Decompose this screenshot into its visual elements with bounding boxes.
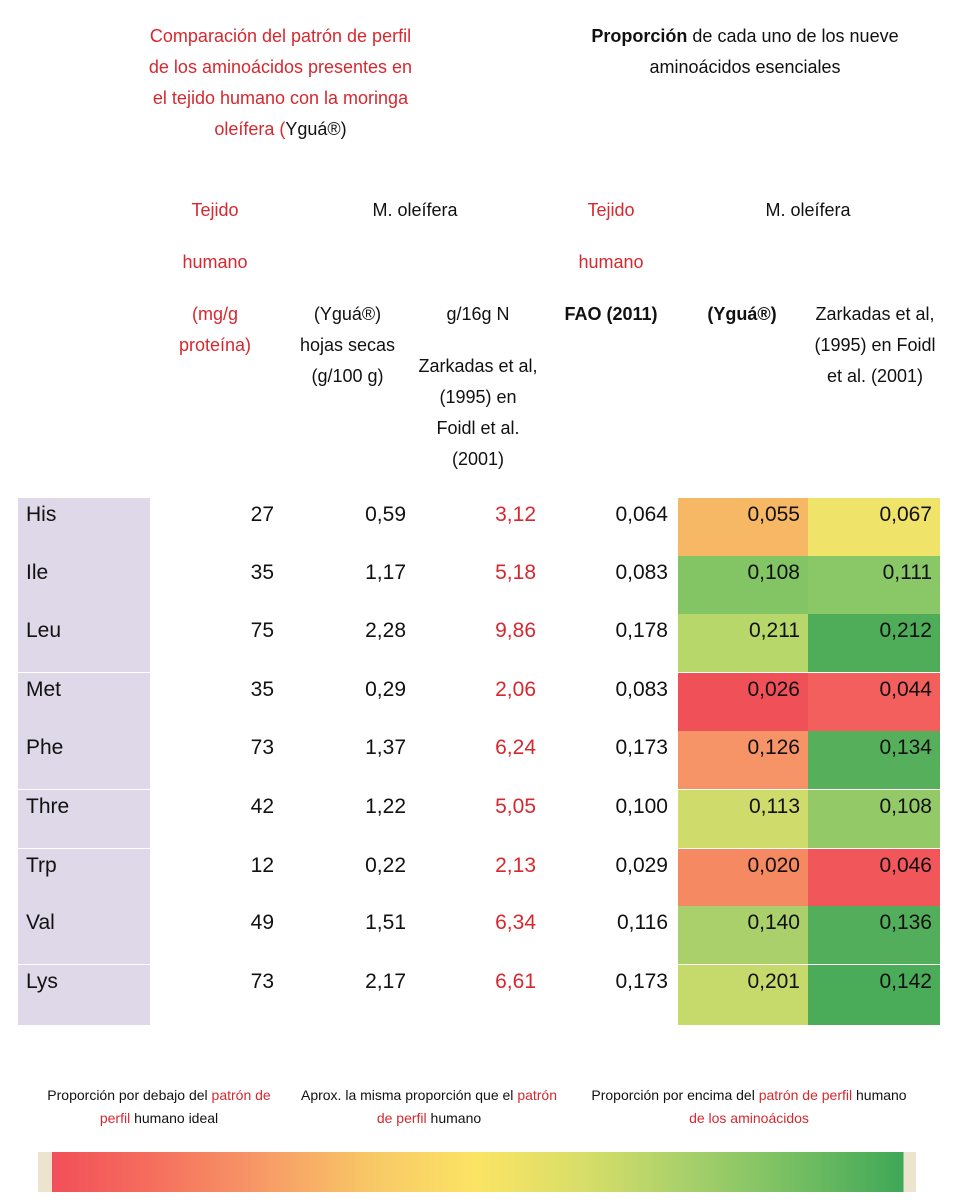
fao-value: 0,064 (615, 503, 668, 526)
tejido-value: 35 (250, 561, 274, 584)
amino-acid-name: Phe (18, 731, 150, 789)
fao-value: 0,083 (615, 561, 668, 584)
ygua-ratio: 0,026 (678, 673, 808, 731)
ygua-ratio: 0,108 (678, 556, 808, 614)
table-row: Val 49 1,51 6,34 0,116 0,140 0,136 (18, 906, 942, 964)
table-row: His 27 0,59 3,12 0,064 0,055 0,067 (18, 498, 942, 556)
hojas-value: 1,51 (365, 911, 406, 934)
zarkadas-ratio: 0,044 (808, 673, 940, 731)
tejido-value: 35 (250, 678, 274, 701)
zarkadas-value: 6,34 (495, 911, 536, 934)
zarkadas-value: 2,06 (495, 678, 536, 701)
zarkadas-value: 9,86 (495, 619, 536, 642)
tejido-value: 73 (250, 970, 274, 993)
right-title-rest: de cada uno de los nueve aminoácidos ese… (649, 26, 899, 77)
amino-acid-name: Trp (18, 849, 150, 907)
ygua-ratio: 0,211 (678, 614, 808, 672)
col-zark-unit: g/16g N (446, 304, 510, 324)
zarkadas-value: 6,61 (495, 970, 536, 993)
zarkadas-value: 6,24 (495, 736, 536, 759)
zarkadas-ratio: 0,212 (808, 614, 940, 672)
ygua-ratio: 0,113 (678, 790, 808, 848)
zarkadas-ratio: 0,136 (808, 906, 940, 964)
col-hojas: (Yguá®) hojas secas (g/100 g) (299, 304, 396, 386)
fao-value: 0,173 (615, 736, 668, 759)
fao-value: 0,100 (615, 795, 668, 818)
col-unit-1: (mg/g proteína) (178, 304, 252, 355)
ygua-ratio: 0,055 (678, 498, 808, 556)
hojas-value: 0,22 (365, 854, 406, 877)
col-zark-ref: Zarkadas et al, (1995) en Foidl et al. (… (418, 356, 538, 469)
col-moringa-2: M. oleífera (765, 200, 851, 220)
right-title: Proporción de cada uno de los nueve amin… (560, 21, 930, 83)
ygua-ratio: 0,201 (678, 965, 808, 1025)
tejido-value: 75 (250, 619, 274, 642)
col-moringa-1: M. oleífera (372, 200, 458, 220)
zarkadas-ratio: 0,134 (808, 731, 940, 789)
hojas-value: 0,29 (365, 678, 406, 701)
col-tejido-1: Tejido (191, 200, 239, 220)
col-humano-1: humano (182, 252, 248, 272)
zarkadas-ratio: 0,046 (808, 849, 940, 907)
table-row: Thre 42 1,22 5,05 0,100 0,113 0,108 (18, 790, 942, 848)
fao-value: 0,029 (615, 854, 668, 877)
fao-value: 0,173 (615, 970, 668, 993)
ygua-ratio: 0,140 (678, 906, 808, 964)
zarkadas-ratio: 0,111 (808, 556, 940, 614)
legend-above: Proporción por encima del patrón de perf… (591, 1087, 907, 1126)
legend-below: Proporción por debajo del patrón de perf… (47, 1087, 271, 1126)
table-row: Leu 75 2,28 9,86 0,178 0,211 0,212 (18, 614, 942, 672)
zarkadas-ratio: 0,067 (808, 498, 940, 556)
left-title-red: Comparación del patrón de perfil de los … (148, 26, 413, 139)
col-zark-ref-2: Zarkadas et al, (1995) en Foidl et al. (… (814, 304, 936, 386)
hojas-value: 1,17 (365, 561, 406, 584)
table-row: Trp 12 0,22 2,13 0,029 0,020 0,046 (18, 849, 942, 907)
zarkadas-value: 3,12 (495, 503, 536, 526)
fao-value: 0,083 (615, 678, 668, 701)
col-tejido-2: Tejido (587, 200, 635, 220)
fao-value: 0,178 (615, 619, 668, 642)
tejido-value: 49 (250, 911, 274, 934)
amino-acid-name: Leu (18, 614, 150, 672)
tejido-value: 27 (250, 503, 274, 526)
col-fao: FAO (2011) (564, 304, 658, 324)
zarkadas-ratio: 0,142 (808, 965, 940, 1025)
hojas-value: 2,28 (365, 619, 406, 642)
color-scale-bar (38, 1152, 916, 1192)
zarkadas-value: 2,13 (495, 854, 536, 877)
zarkadas-ratio: 0,108 (808, 790, 940, 848)
col-humano-2: humano (578, 252, 644, 272)
table-row: Ile 35 1,17 5,18 0,083 0,108 0,111 (18, 556, 942, 614)
hojas-value: 0,59 (365, 503, 406, 526)
table-row: Phe 73 1,37 6,24 0,173 0,126 0,134 (18, 731, 942, 789)
amino-acid-name: Thre (18, 790, 150, 848)
amino-acid-name: Ile (18, 556, 150, 614)
amino-acid-name: Val (18, 906, 150, 964)
hojas-value: 1,37 (365, 736, 406, 759)
right-title-bold: Proporción (591, 26, 688, 46)
tejido-value: 42 (250, 795, 274, 818)
legend-same: Aprox. la misma proporción que el patrón… (300, 1087, 558, 1126)
left-title-black: Yguá®) (285, 119, 347, 139)
col-ygua: (Yguá®) (707, 304, 777, 324)
ygua-ratio: 0,020 (678, 849, 808, 907)
tejido-value: 73 (250, 736, 274, 759)
hojas-value: 2,17 (365, 970, 406, 993)
hojas-value: 1,22 (365, 795, 406, 818)
table-row: Met 35 0,29 2,06 0,083 0,026 0,044 (18, 673, 942, 731)
left-title: Comparación del patrón de perfil de los … (148, 21, 413, 145)
zarkadas-value: 5,18 (495, 561, 536, 584)
amino-acid-name: Met (18, 673, 150, 731)
amino-acid-name: His (18, 498, 150, 556)
table-row: Lys 73 2,17 6,61 0,173 0,201 0,142 (18, 965, 942, 1025)
amino-acid-name: Lys (18, 965, 150, 1025)
zarkadas-value: 5,05 (495, 795, 536, 818)
fao-value: 0,116 (617, 911, 668, 934)
tejido-value: 12 (250, 854, 274, 877)
ygua-ratio: 0,126 (678, 731, 808, 789)
